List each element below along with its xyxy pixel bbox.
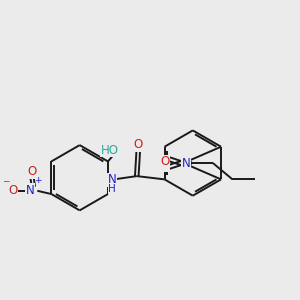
Text: HO: HO [101, 144, 119, 157]
Text: N: N [26, 184, 34, 196]
Text: N: N [108, 173, 117, 186]
Text: O: O [27, 165, 36, 178]
Text: O: O [160, 155, 170, 168]
Text: +: + [34, 176, 41, 185]
Text: H: H [108, 184, 116, 194]
Text: −: − [2, 176, 10, 185]
Text: N: N [182, 157, 190, 169]
Text: O: O [9, 184, 18, 197]
Text: O: O [160, 158, 170, 171]
Text: O: O [134, 138, 143, 151]
